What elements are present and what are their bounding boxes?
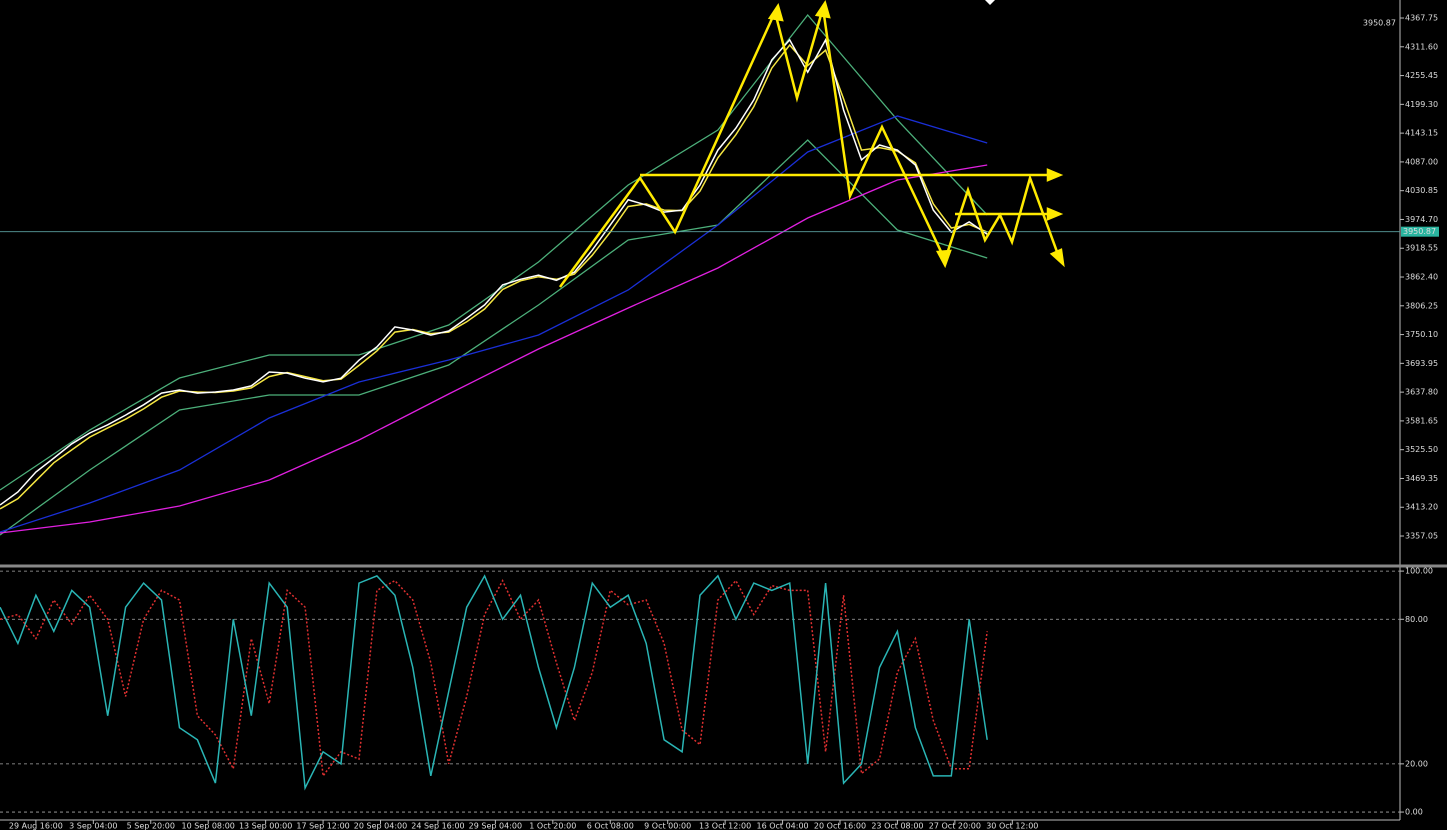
current-price-label: 3950.87 xyxy=(1363,19,1396,28)
y-tick-label: 3581.65 xyxy=(1405,416,1438,425)
x-tick-label: 13 Sep 00:00 xyxy=(239,822,292,830)
series-line xyxy=(0,115,988,533)
y-tick-label: 100.00 xyxy=(1405,567,1433,576)
arrowhead xyxy=(1049,248,1065,268)
x-tick-label: 10 Sep 08:00 xyxy=(182,822,235,830)
x-tick-label: 5 Sep 20:00 xyxy=(127,822,175,830)
x-tick-label: 3 Sep 04:00 xyxy=(69,822,117,830)
series-line xyxy=(0,37,988,506)
x-tick-label: 23 Oct 08:00 xyxy=(871,822,923,830)
y-tick-label: 4143.15 xyxy=(1405,129,1438,138)
y-tick-label: 3637.80 xyxy=(1405,388,1438,397)
y-tick-label: 3750.10 xyxy=(1405,330,1438,339)
y-tick-label: 3413.20 xyxy=(1405,503,1438,512)
y-tick-label: 3974.70 xyxy=(1405,215,1438,224)
y-tick-label: 3806.25 xyxy=(1405,301,1438,310)
x-tick-label: 13 Oct 12:00 xyxy=(699,822,751,830)
price-tag-label: 3950.87 xyxy=(1403,227,1436,236)
arrowhead xyxy=(1046,207,1064,221)
y-tick-label: 0.00 xyxy=(1405,808,1423,817)
y-tick-label: 4199.30 xyxy=(1405,100,1438,109)
y-tick-label: 80.00 xyxy=(1405,615,1428,624)
y-tick-label: 3469.35 xyxy=(1405,474,1438,483)
x-tick-label: 1 Oct 20:00 xyxy=(529,822,576,830)
y-tick-label: 4311.60 xyxy=(1405,42,1438,51)
x-tick-label: 29 Aug 16:00 xyxy=(9,822,63,830)
x-tick-label: 29 Sep 04:00 xyxy=(469,822,522,830)
y-tick-label: 3693.95 xyxy=(1405,359,1438,368)
arrowhead xyxy=(814,0,831,19)
series-line xyxy=(0,13,988,491)
y-tick-label: 4030.85 xyxy=(1405,186,1438,195)
x-tick-label: 9 Oct 00:00 xyxy=(644,822,691,830)
series-line xyxy=(0,139,988,536)
x-tick-label: 27 Oct 20:00 xyxy=(929,822,981,830)
y-tick-label: 4087.00 xyxy=(1405,157,1438,166)
y-tick-label: 4367.75 xyxy=(1405,14,1438,23)
y-tick-label: 3525.50 xyxy=(1405,445,1438,454)
x-tick-label: 20 Sep 04:00 xyxy=(354,822,407,830)
drawings xyxy=(558,0,1065,288)
x-tick-label: 20 Oct 16:00 xyxy=(814,822,866,830)
y-tick-label: 20.00 xyxy=(1405,759,1428,768)
arrowhead xyxy=(767,3,784,22)
y-tick-label: 3918.55 xyxy=(1405,244,1438,253)
price-tag xyxy=(1401,226,1439,237)
series-line xyxy=(0,574,988,791)
series-line xyxy=(0,164,988,534)
x-tick-label: 16 Oct 04:00 xyxy=(756,822,808,830)
arrowhead xyxy=(1046,168,1064,182)
arrowhead xyxy=(935,249,952,269)
y-tick-label: 4255.45 xyxy=(1405,71,1438,80)
series-line xyxy=(0,43,988,510)
scroll-marker xyxy=(985,0,995,5)
x-tick-label: 17 Sep 12:00 xyxy=(296,822,349,830)
x-tick-label: 24 Sep 16:00 xyxy=(411,822,464,830)
y-tick-label: 3862.40 xyxy=(1405,273,1438,282)
y-tick-label: 3357.05 xyxy=(1405,532,1438,541)
x-tick-label: 6 Oct 08:00 xyxy=(587,822,634,830)
zigzag-drawing xyxy=(558,7,1062,288)
x-tick-label: 30 Oct 12:00 xyxy=(986,822,1038,830)
